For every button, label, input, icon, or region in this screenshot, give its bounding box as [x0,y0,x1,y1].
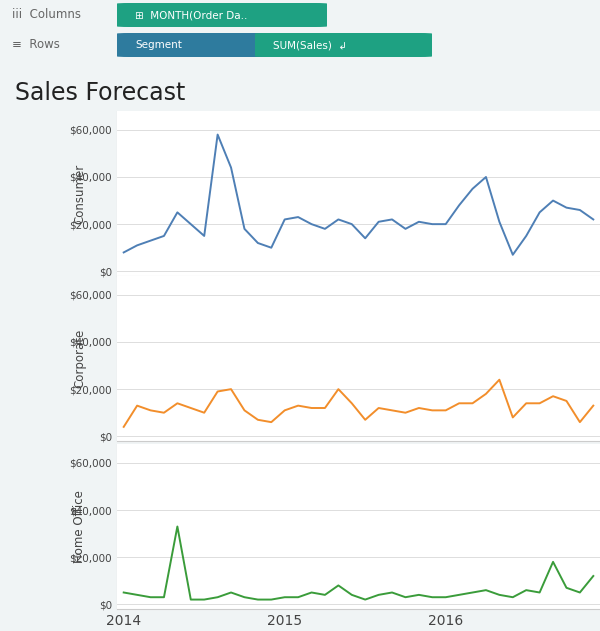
Text: Home Office: Home Office [73,490,86,563]
Text: SUM(Sales)  ↲: SUM(Sales) ↲ [273,40,347,50]
FancyBboxPatch shape [117,33,273,57]
FancyBboxPatch shape [255,33,432,57]
Text: Sales Forecast: Sales Forecast [15,81,185,105]
FancyBboxPatch shape [117,3,327,27]
Text: ≡  Rows: ≡ Rows [12,38,60,52]
Text: ⊞  MONTH(Order Da..: ⊞ MONTH(Order Da.. [135,10,247,20]
Text: Segment: Segment [135,40,182,50]
Text: Corporate: Corporate [73,329,86,388]
Text: Consumer: Consumer [73,163,86,223]
Text: iii  Columns: iii Columns [12,8,81,21]
